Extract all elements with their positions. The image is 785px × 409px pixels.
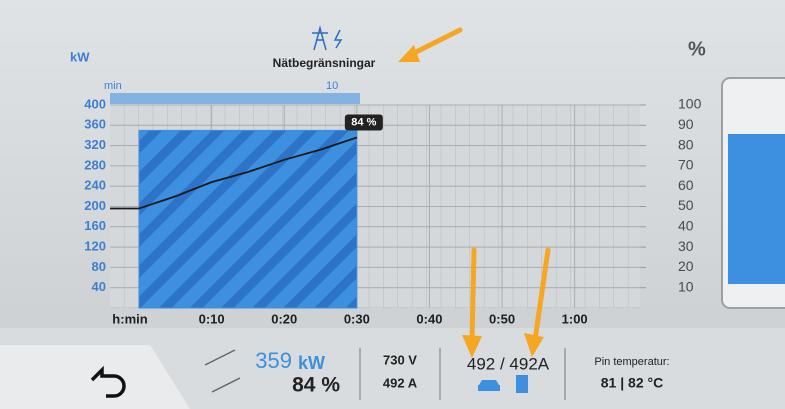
- power-value: 359: [255, 348, 292, 373]
- x-axis-label: h:min: [112, 311, 147, 326]
- value-label-box: [344, 114, 383, 131]
- y2-tick-label: 30: [678, 238, 694, 254]
- header-title: Nätbegränsningar: [273, 56, 376, 70]
- labels: 40 80 120 160 200 240 280 320 360 400 10 20 30 40 50 60…: [84, 96, 701, 327]
- y-tick-label: 360: [84, 117, 106, 132]
- x-tick-label: 0:10: [199, 311, 225, 326]
- car-icon: [478, 380, 500, 391]
- chart: 40 80 120 160 200 240 280 320 360 400 10 20 30 40 50 60…: [84, 96, 701, 327]
- current: 492 A: [383, 375, 418, 390]
- y-tick-label: 120: [84, 239, 106, 254]
- y2-tick-label: 40: [678, 218, 694, 234]
- current-limit: 492 / 492A: [467, 354, 550, 373]
- voltage: 730 V: [383, 352, 417, 367]
- x-tick-label: 0:30: [344, 311, 370, 326]
- power-unit: kW: [298, 353, 325, 373]
- y2-tick-label: 10: [678, 278, 694, 294]
- x-tick-label: 0:50: [489, 311, 515, 326]
- limit-value: 10: [326, 80, 338, 92]
- power-area: [138, 129, 358, 309]
- temp-values: 81 | 82 °C: [601, 375, 663, 391]
- soc-line: [110, 136, 358, 210]
- marks: [110, 129, 358, 309]
- y-tick-label: 200: [84, 198, 106, 213]
- y2-tick-label: 80: [678, 136, 694, 152]
- y2-tick-label: 50: [678, 197, 694, 213]
- y2-axis-label: %: [688, 38, 706, 60]
- grid-icon: [312, 25, 343, 51]
- limit-strip: [110, 93, 360, 104]
- y2-tick-label: 90: [678, 116, 694, 132]
- y-tick-label: 400: [84, 96, 106, 111]
- x-tick-label: 0:20: [271, 311, 297, 326]
- soc-value: 84 %: [292, 374, 340, 397]
- y-tick-label: 240: [84, 178, 106, 193]
- charger-icon: [516, 375, 528, 393]
- annotation-arrows: [398, 27, 551, 358]
- y-axis-label: kW: [70, 49, 90, 64]
- y2-tick-label: 20: [678, 258, 694, 274]
- power-icon: [204, 349, 241, 393]
- y2-tick-label: 60: [678, 177, 694, 193]
- back-arrow[interactable]: [90, 365, 126, 398]
- temp-label: Pin temperatur:: [594, 356, 669, 368]
- y-tick-label: 280: [84, 157, 106, 172]
- y2-tick-label: 70: [678, 157, 694, 173]
- y-tick-label: 320: [84, 137, 106, 152]
- value-label: 84 %: [351, 116, 376, 128]
- y-tick-label: 80: [92, 259, 106, 274]
- y-tick-label: 40: [92, 279, 106, 294]
- y-tick-label: 160: [84, 218, 106, 233]
- limit-label: min: [104, 80, 122, 92]
- x-tick-label: 1:00: [562, 311, 588, 326]
- x-tick-label: 0:40: [416, 311, 442, 326]
- battery-icon: [721, 77, 785, 309]
- y2-tick-label: 100: [678, 96, 702, 112]
